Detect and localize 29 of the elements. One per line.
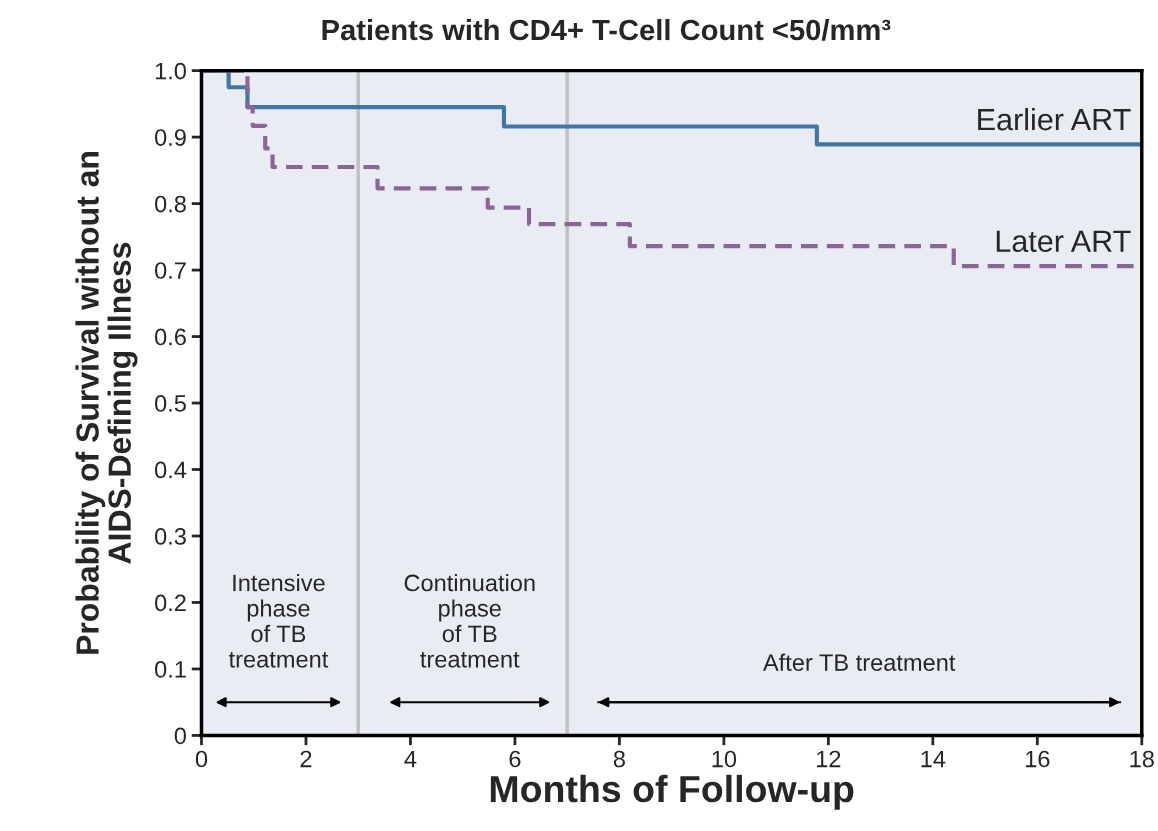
x-tick-label: 4 bbox=[404, 750, 417, 768]
y-tick-label: 0.2 bbox=[155, 594, 186, 612]
annotation: After TB treatment bbox=[762, 653, 956, 671]
y-tick-label: 0.1 bbox=[155, 661, 186, 678]
x-tick-label: 2 bbox=[300, 750, 312, 768]
y-tick-label: 0.9 bbox=[155, 129, 186, 146]
x-tick-label: 8 bbox=[613, 750, 625, 768]
annotation: Continuation phase of TB treatment bbox=[404, 573, 535, 668]
annotation: Intensive phase of TB treatment bbox=[228, 573, 329, 668]
x-tick-label: 10 bbox=[712, 750, 737, 768]
x-tick-label: 12 bbox=[817, 750, 841, 768]
y-axis-title: Probability of Survival without an AIDS-Defining Illness bbox=[75, 152, 138, 654]
y-tick-label: 1.0 bbox=[155, 62, 186, 80]
y-tick-label: 0.5 bbox=[155, 395, 186, 412]
x-axis-title: Months of Follow-up bbox=[490, 774, 854, 810]
y-tick-label: 0 bbox=[174, 727, 186, 745]
x-tick-label: 0 bbox=[195, 750, 208, 768]
y-tick-label: 0.3 bbox=[155, 528, 186, 545]
chart-title: Patients with CD4+ T-Cell Count <50/mm³ bbox=[322, 18, 891, 41]
series-label: Earlier ART bbox=[978, 107, 1131, 131]
x-tick-label: 18 bbox=[1130, 750, 1154, 768]
y-tick-label: 0.4 bbox=[155, 461, 187, 479]
x-tick-label: 6 bbox=[509, 750, 521, 768]
y-tick-label: 0.7 bbox=[155, 262, 186, 279]
x-tick-label: 14 bbox=[921, 750, 946, 768]
y-tick-label: 0.8 bbox=[155, 195, 186, 213]
y-tick-label: 0.6 bbox=[155, 328, 186, 346]
series-label: Later ART bbox=[996, 230, 1131, 253]
x-tick-label: 16 bbox=[1025, 750, 1050, 768]
